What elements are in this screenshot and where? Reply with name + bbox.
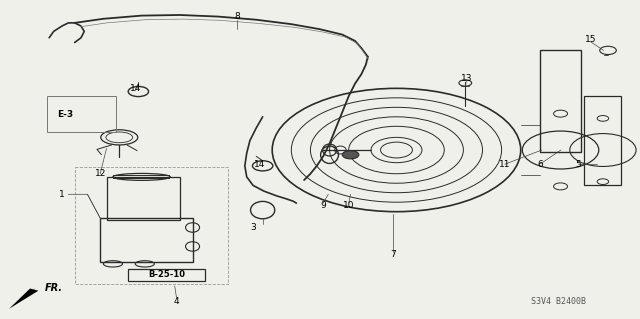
- Bar: [75, 167, 228, 285]
- Text: 5: 5: [575, 160, 581, 169]
- Text: 9: 9: [320, 201, 326, 210]
- Text: 10: 10: [343, 201, 355, 210]
- Text: 12: 12: [95, 169, 106, 178]
- Bar: [100, 218, 193, 262]
- Polygon shape: [9, 288, 38, 309]
- Text: 3: 3: [250, 223, 256, 232]
- Bar: [540, 50, 581, 152]
- Text: 13: 13: [461, 74, 472, 83]
- Text: 15: 15: [585, 35, 596, 44]
- Bar: [47, 96, 116, 132]
- Text: 8: 8: [234, 12, 240, 21]
- Text: S3V4 B2400B: S3V4 B2400B: [531, 297, 586, 306]
- Text: 14: 14: [129, 84, 141, 93]
- Text: 7: 7: [390, 250, 396, 259]
- Bar: [106, 177, 180, 219]
- Text: 1: 1: [59, 190, 65, 199]
- Polygon shape: [11, 287, 36, 308]
- Text: E-3: E-3: [58, 110, 74, 119]
- Circle shape: [342, 151, 359, 159]
- Bar: [127, 269, 205, 281]
- Text: 4: 4: [174, 297, 179, 306]
- Text: B-25-10: B-25-10: [148, 270, 185, 279]
- Text: 14: 14: [254, 160, 265, 169]
- Bar: [584, 96, 621, 185]
- Bar: [113, 175, 169, 178]
- Text: 11: 11: [499, 160, 511, 169]
- Text: 6: 6: [537, 160, 543, 169]
- Text: FR.: FR.: [45, 283, 63, 293]
